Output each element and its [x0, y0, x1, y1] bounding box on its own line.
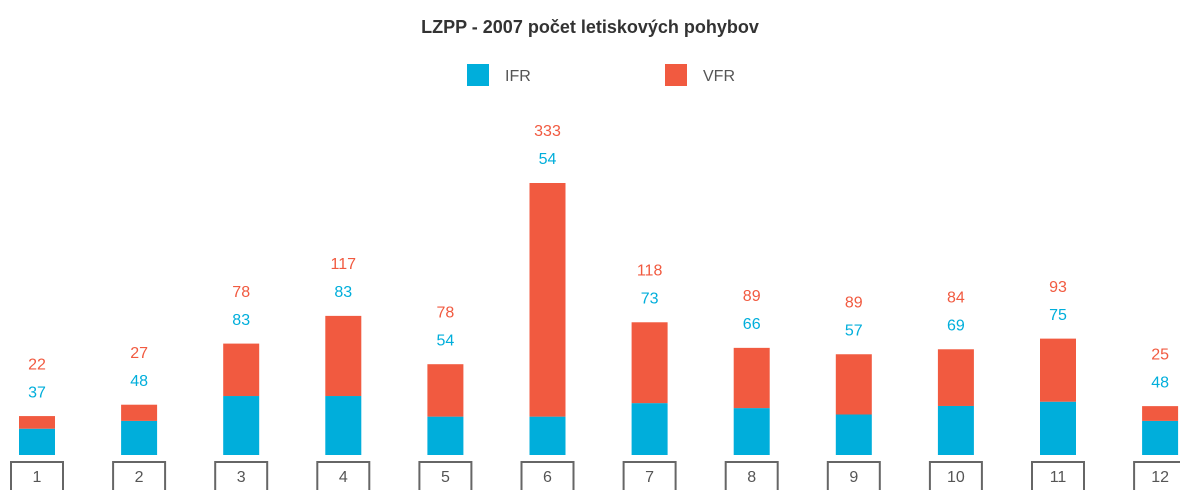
legend-label: VFR [703, 68, 735, 85]
bar-segment [631, 403, 668, 455]
category-bracket [10, 461, 64, 490]
bar-segment [631, 322, 668, 404]
chart-title: LZPP - 2007 počet letiskových pohybov [421, 17, 759, 37]
data-label: 22 [28, 356, 46, 373]
bar-segment [427, 416, 464, 455]
bar-segment [121, 420, 158, 455]
category-bracket [928, 461, 983, 490]
data-label: 83 [232, 312, 250, 329]
data-label: 37 [28, 384, 46, 401]
data-label: 66 [743, 316, 761, 333]
data-label: 83 [334, 284, 352, 301]
data-label: 25 [1151, 346, 1169, 363]
data-label: 48 [1151, 374, 1169, 391]
legend-swatch [467, 64, 489, 86]
x-tick-label: 1 [33, 469, 42, 486]
bar-segment [529, 416, 566, 455]
data-label: 73 [641, 290, 659, 307]
legend-swatch [665, 64, 687, 86]
bar-segment [1040, 338, 1076, 402]
data-label: 57 [845, 322, 863, 339]
x-tick-label: 12 [1151, 469, 1169, 486]
category-bracket [1133, 461, 1180, 490]
data-label: 78 [437, 304, 455, 321]
data-label: 78 [232, 284, 250, 301]
bar-segment [1040, 401, 1076, 455]
data-label: 69 [947, 317, 965, 334]
category-bracket [724, 461, 779, 490]
category-bracket [112, 461, 167, 490]
bar-segment [427, 364, 464, 417]
x-tick-label: 5 [441, 469, 450, 486]
category-bracket [1031, 461, 1085, 490]
bar-segment [529, 183, 566, 417]
category-bracket [316, 461, 371, 490]
x-tick-label: 3 [237, 469, 246, 486]
x-tick-label: 2 [135, 469, 144, 486]
bar-segment [937, 405, 974, 455]
x-tick-label: 6 [543, 469, 552, 486]
bar-segment [325, 396, 362, 455]
bar-segment [19, 416, 55, 429]
category-bracket [418, 461, 473, 490]
bar-segment [223, 396, 260, 455]
data-label: 54 [437, 332, 455, 349]
bar-segment [733, 408, 770, 455]
data-label: 54 [539, 151, 557, 168]
data-label: 75 [1049, 307, 1067, 324]
bar-segment [1142, 420, 1179, 455]
category-bracket [214, 461, 269, 490]
bar-segment [19, 428, 55, 455]
data-label: 117 [331, 256, 357, 273]
data-label: 93 [1049, 279, 1067, 296]
data-label: 333 [534, 123, 561, 140]
data-label: 27 [130, 345, 148, 362]
data-label: 89 [845, 294, 863, 311]
x-tick-label: 11 [1050, 469, 1067, 486]
x-tick-label: 4 [339, 469, 348, 486]
bar-segment [121, 404, 158, 421]
category-bracket [622, 461, 677, 490]
category-bracket [520, 461, 575, 490]
bar-segment [733, 347, 770, 409]
data-label: 89 [743, 288, 761, 305]
category-bracket [826, 461, 881, 490]
data-label: 48 [130, 373, 148, 390]
x-tick-label: 9 [849, 469, 858, 486]
x-tick-label: 8 [747, 469, 756, 486]
bar-segment [223, 343, 260, 397]
bar-segment [325, 315, 362, 397]
data-label: 118 [637, 262, 663, 279]
x-tick-label: 7 [645, 469, 654, 486]
x-tick-label: 10 [947, 469, 965, 486]
legend-label: IFR [505, 68, 531, 85]
bar-segment [835, 414, 872, 455]
bar-segment [835, 354, 872, 415]
bar-segment [1142, 406, 1179, 421]
bar-segment [937, 349, 974, 406]
data-label: 84 [947, 289, 965, 306]
